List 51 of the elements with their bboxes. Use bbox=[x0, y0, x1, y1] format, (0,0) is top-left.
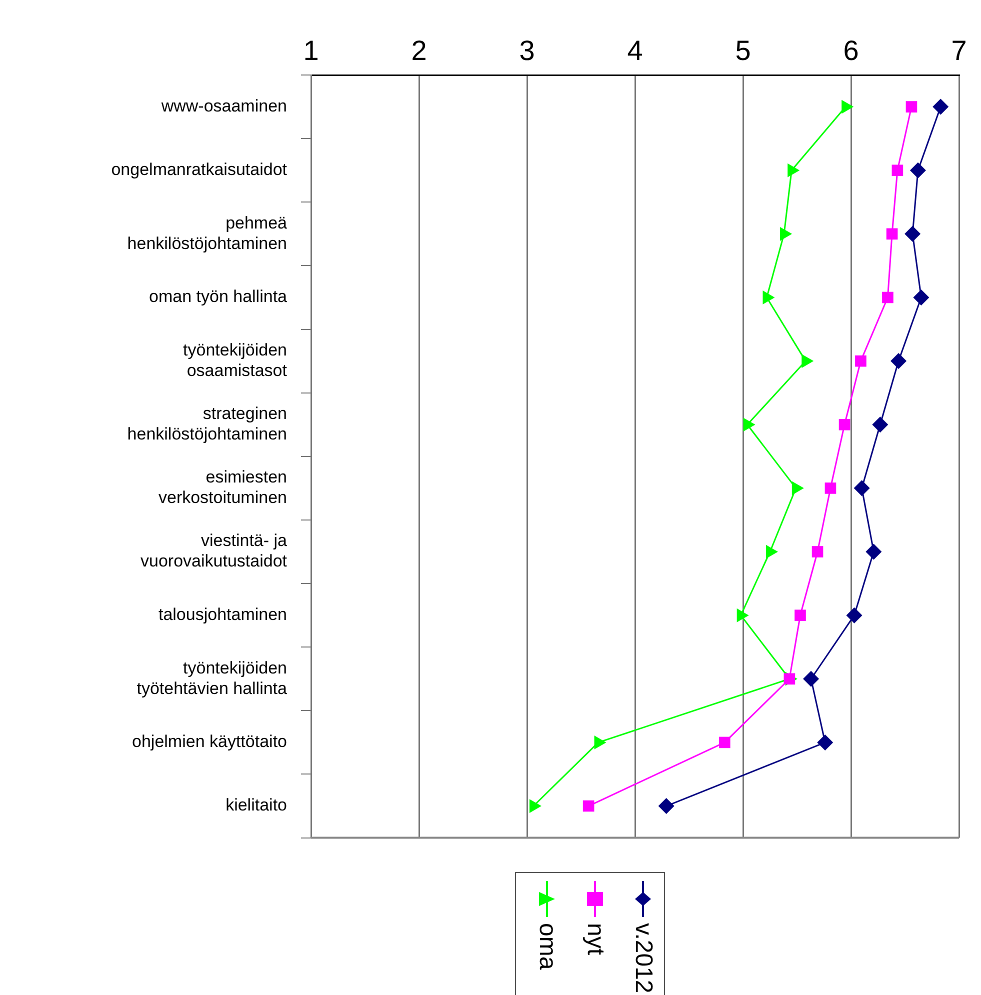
y-tick-label: strateginen henkilöstöjohtaminen bbox=[127, 404, 287, 444]
point bbox=[910, 162, 926, 178]
point bbox=[892, 164, 904, 176]
x-tick-label: 6 bbox=[843, 34, 859, 66]
point bbox=[812, 546, 824, 558]
point bbox=[846, 607, 862, 624]
y-tick-label: ongelmanratkaisutaidot bbox=[111, 160, 288, 180]
y-tick-label: ohjelmien käyttötaito bbox=[132, 732, 287, 752]
point bbox=[906, 101, 918, 112]
x-tick-label: 5 bbox=[735, 34, 751, 66]
y-tick-label: www-osaaminen bbox=[160, 96, 287, 116]
point bbox=[854, 480, 870, 496]
y-tick-label: talousjohtaminen bbox=[158, 605, 287, 624]
legend-label: oma bbox=[534, 923, 561, 970]
point bbox=[904, 226, 921, 242]
y-tick-label: työntekijöiden osaamistasot bbox=[183, 340, 288, 380]
x-tick-label: 4 bbox=[627, 34, 643, 66]
point bbox=[794, 610, 806, 621]
point bbox=[529, 799, 542, 813]
point bbox=[913, 289, 930, 306]
point bbox=[766, 544, 778, 559]
x-tick-label: 3 bbox=[519, 34, 535, 66]
point bbox=[872, 416, 888, 433]
y-tick-label: kielitaito bbox=[226, 796, 287, 815]
point bbox=[736, 608, 749, 622]
point bbox=[866, 544, 882, 560]
point bbox=[594, 736, 606, 750]
y-tick-label: viestintä- ja vuorovaikutustaidot bbox=[140, 531, 288, 571]
x-tick-label: 2 bbox=[411, 34, 427, 66]
y-tick-label: oman työn hallinta bbox=[149, 287, 288, 306]
point bbox=[824, 482, 836, 494]
y-tick-label: pehmeä henkilöstöjohtaminen bbox=[127, 213, 288, 253]
point bbox=[718, 736, 730, 748]
point bbox=[658, 798, 674, 814]
point bbox=[743, 418, 756, 432]
point bbox=[792, 481, 804, 496]
point bbox=[817, 734, 834, 750]
point bbox=[932, 98, 949, 115]
legend-label: nyt bbox=[582, 923, 609, 956]
point bbox=[838, 418, 850, 430]
y-tick-label: työntekijöiden työtehtävien hallinta bbox=[136, 658, 288, 698]
point bbox=[855, 355, 866, 367]
point bbox=[890, 353, 907, 370]
point bbox=[886, 228, 898, 240]
legend-label: v.2012 bbox=[630, 923, 657, 994]
x-tick-label: 7 bbox=[951, 34, 967, 66]
point bbox=[803, 670, 820, 687]
y-tick-label: esimiesten verkostoituminen bbox=[158, 468, 287, 508]
x-tick-label: 1 bbox=[303, 34, 319, 66]
point bbox=[762, 290, 775, 304]
point bbox=[882, 292, 894, 304]
